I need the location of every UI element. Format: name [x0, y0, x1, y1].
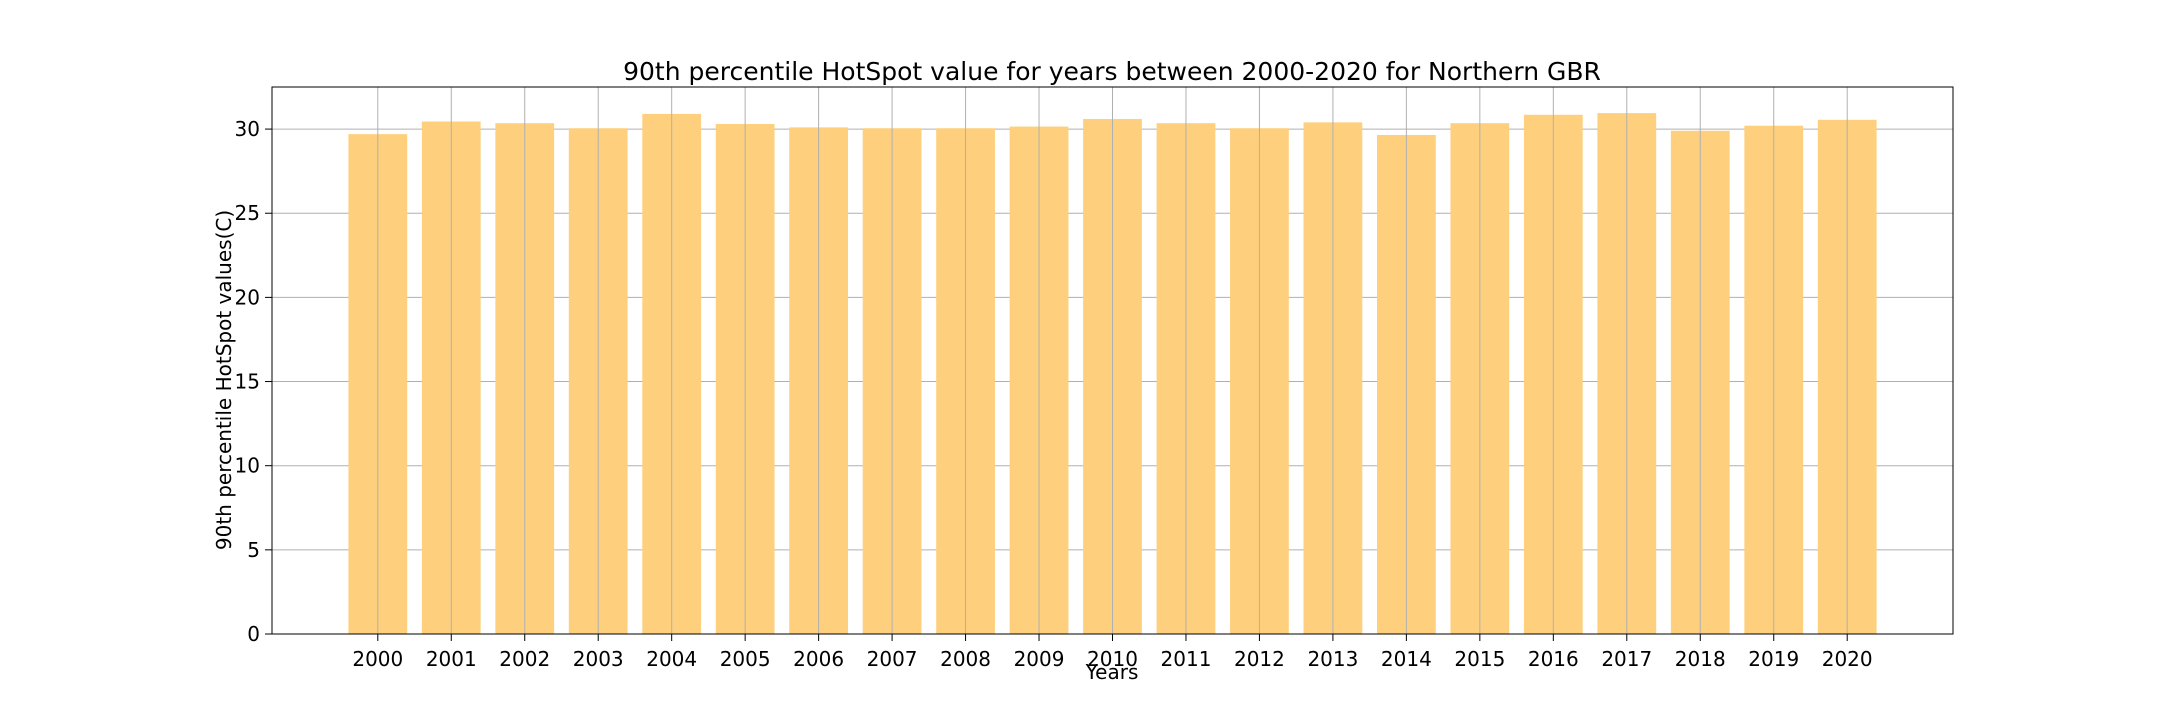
y-tick-label: 0: [247, 622, 260, 646]
x-tick-label: 2002: [499, 647, 550, 671]
x-tick-label: 2005: [720, 647, 771, 671]
x-axis-ticks: 2000 2001 2002 2003 2004 2005 2006 2007 2008 2009…: [352, 634, 1873, 671]
x-tick-label: 2000: [352, 647, 403, 671]
y-tick-label: 5: [247, 538, 260, 562]
x-tick-label: 2016: [1528, 647, 1579, 671]
vertical-grid-lines: [377, 87, 1848, 634]
x-tick-label: 2001: [426, 647, 477, 671]
x-tick-label: 2011: [1161, 647, 1212, 671]
x-tick-label: 2010: [1087, 647, 1138, 671]
x-tick-label: 2006: [793, 647, 844, 671]
y-tick-label: 15: [235, 370, 260, 394]
y-tick-label: 30: [235, 117, 260, 141]
chart-title: 90th percentile HotSpot value for years …: [623, 57, 1601, 86]
x-tick-label: 2014: [1381, 647, 1432, 671]
y-tick-label: 25: [235, 201, 260, 225]
x-tick-label: 2017: [1601, 647, 1652, 671]
x-tick-label: 2018: [1675, 647, 1726, 671]
x-tick-label: 2007: [867, 647, 918, 671]
x-tick-label: 2015: [1454, 647, 1505, 671]
x-tick-label: 2003: [573, 647, 624, 671]
y-tick-label: 10: [235, 454, 260, 478]
x-tick-label: 2009: [1014, 647, 1065, 671]
x-tick-label: 2019: [1748, 647, 1799, 671]
x-tick-label: 2013: [1307, 647, 1358, 671]
x-tick-label: 2004: [646, 647, 697, 671]
x-tick-label: 2020: [1822, 647, 1873, 671]
y-axis-ticks: 0 5 10 15 20 25 30: [235, 117, 272, 646]
x-tick-label: 2012: [1234, 647, 1285, 671]
y-tick-label: 20: [235, 285, 260, 309]
x-tick-label: 2008: [940, 647, 991, 671]
x-axis-label: Years: [1085, 660, 1139, 684]
y-axis-label: 90th percentile HotSpot values(C): [212, 210, 236, 550]
